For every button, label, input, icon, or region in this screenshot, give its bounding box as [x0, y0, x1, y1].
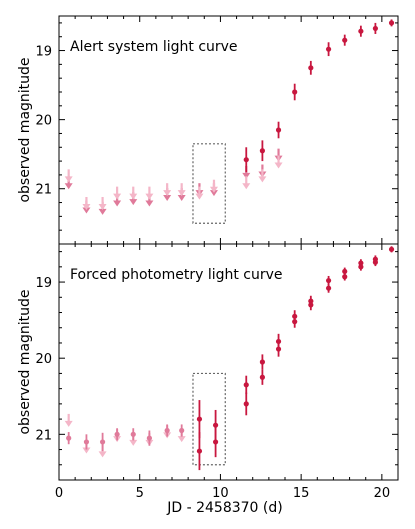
x-tick-label: 20: [374, 486, 391, 501]
data-point: [196, 448, 203, 454]
data-point: [358, 264, 364, 270]
x-tick-label: 5: [136, 486, 144, 501]
data-point: [292, 319, 298, 325]
x-axis-label: JD - 2458370 (d): [166, 500, 282, 516]
upper-limit-arrow: [64, 183, 73, 190]
data-point: [275, 346, 282, 352]
data-point: [196, 416, 203, 422]
data-point: [342, 274, 348, 280]
y-tick-label: 20: [35, 352, 52, 367]
highlight-box: [192, 372, 226, 466]
data-point: [243, 157, 249, 163]
x-tick-label: 10: [212, 486, 229, 501]
upper-limit-arrow: [177, 190, 186, 197]
data-point: [259, 374, 265, 380]
upper-limit-arrow: [98, 204, 107, 210]
upper-limit-arrow: [113, 200, 122, 207]
upper-limit-arrow: [177, 436, 186, 443]
upper-limit-arrow: [209, 186, 218, 193]
x-tick-label: 15: [293, 486, 310, 501]
data-point: [243, 382, 249, 388]
upper-limit-arrow: [64, 420, 73, 427]
data-point: [325, 46, 332, 52]
y-tick-label: 21: [35, 428, 52, 443]
data-point: [308, 302, 314, 308]
data-point: [99, 439, 106, 445]
data-point: [114, 431, 120, 437]
y-axis-label: observed magnitude: [17, 57, 33, 202]
data-point: [164, 427, 170, 434]
upper-limit-arrow: [129, 199, 138, 206]
data-point: [342, 268, 348, 275]
data-point: [259, 148, 265, 154]
data-point: [292, 89, 298, 95]
panel-title: Forced photometry light curve: [70, 267, 283, 283]
data-point: [372, 25, 378, 32]
highlight-box: [192, 143, 226, 224]
upper-limit-arrow: [82, 204, 91, 210]
y-tick-label: 21: [35, 183, 52, 198]
upper-limit-arrow: [113, 193, 122, 200]
data-point: [388, 246, 395, 252]
upper-limit-arrow: [209, 190, 218, 197]
upper-limit-arrow: [274, 162, 283, 169]
upper-limit-arrow: [82, 207, 91, 214]
upper-limit-arrow: [242, 183, 251, 190]
data-point: [212, 422, 219, 428]
upper-limit-arrow: [64, 176, 73, 183]
data-point: [388, 20, 395, 26]
data-point: [66, 435, 72, 441]
data-point: [212, 439, 219, 445]
data-point: [325, 285, 332, 291]
data-point: [259, 359, 265, 365]
upper-limit-arrow: [177, 195, 186, 202]
data-point: [243, 401, 249, 407]
data-point: [179, 427, 185, 434]
plot-frame: [58, 243, 399, 481]
upper-limit-arrow: [163, 195, 172, 202]
y-axis-label: observed magnitude: [17, 289, 33, 434]
data-point: [308, 65, 314, 71]
y-tick-label: 20: [35, 114, 52, 129]
upper-limit-arrow: [145, 200, 154, 207]
upper-limit-arrow: [98, 451, 107, 458]
upper-limit-arrow: [98, 208, 107, 215]
data-point: [130, 431, 136, 437]
upper-limit-arrow: [163, 190, 172, 197]
data-point: [146, 435, 152, 441]
upper-limit-arrow: [242, 172, 251, 179]
data-point: [275, 127, 282, 133]
y-tick-label: 19: [35, 45, 52, 60]
upper-limit-arrow: [145, 193, 154, 200]
panel-title: Alert system light curve: [70, 39, 238, 55]
upper-limit-arrow: [195, 193, 204, 200]
data-point: [372, 259, 378, 265]
data-point: [325, 277, 332, 284]
upper-limit-arrow: [129, 439, 138, 446]
x-tick-label: 0: [55, 486, 63, 501]
upper-limit-arrow: [129, 193, 138, 200]
data-point: [83, 439, 90, 445]
upper-limit-arrow: [258, 176, 267, 183]
data-point: [358, 28, 364, 34]
y-tick-label: 19: [35, 276, 52, 291]
upper-limit-arrow: [82, 447, 91, 454]
data-point: [342, 37, 348, 43]
